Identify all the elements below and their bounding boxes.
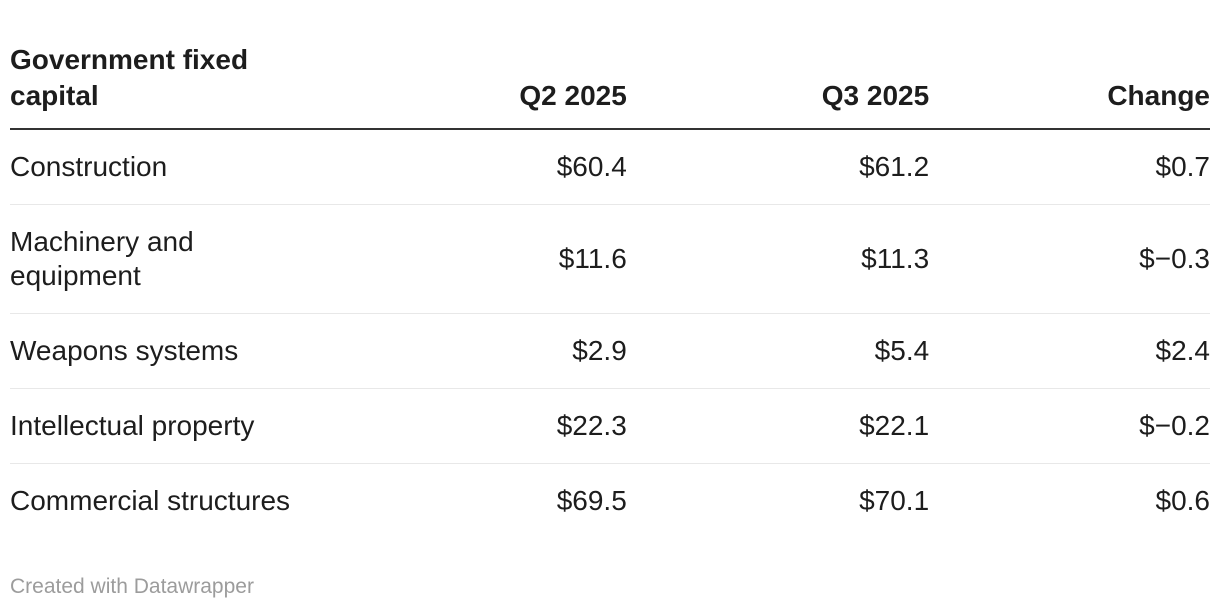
table-row: Intellectual property $22.3 $22.1 $−0.2: [10, 388, 1210, 464]
table-title-header: Government fixed capital: [10, 0, 346, 130]
cell-change-value: $0.6: [1155, 485, 1211, 516]
table-row: Construction $60.4 $61.2 $0.7: [10, 129, 1210, 205]
cell-q2-value: $60.4: [345, 129, 627, 205]
cell-q3-value: $5.4: [626, 313, 930, 389]
table-row: Weapons systems $2.9 $5.4 $2.4: [10, 313, 1210, 389]
row-label: Intellectual property: [10, 388, 346, 464]
attribution-footer: Created with Datawrapper: [10, 574, 1210, 600]
cell-q2-value: $2.9: [345, 313, 627, 389]
cell-change-value: $−0.2: [929, 388, 1210, 464]
cell-change-value: $2.4: [929, 313, 1210, 389]
cell-q2-value: $11.6: [345, 204, 627, 314]
government-fixed-capital-table: Government fixed capital Q2 2025 Q3 2025…: [10, 0, 1210, 538]
cell-q3-value: $11.3: [626, 204, 930, 314]
cell-change-value: $−0.3: [929, 204, 1210, 314]
cell-q2-value: $22.3: [345, 388, 627, 464]
row-label: Construction: [10, 129, 346, 205]
datawrapper-credit-link[interactable]: Created with Datawrapper: [10, 575, 254, 598]
col-header-q3-2025: Q3 2025: [626, 0, 930, 130]
table-row: Machinery and equipment $11.6 $11.3 $−0.…: [10, 204, 1210, 314]
table-header-row: Government fixed capital Q2 2025 Q3 2025…: [10, 0, 1210, 130]
col-header-change: Change: [929, 0, 1210, 130]
row-label: Weapons systems: [10, 313, 346, 389]
cell-q2-value: $69.5: [556, 485, 627, 516]
cell-q3-value: $22.1: [626, 388, 930, 464]
row-label: Commercial structures: [10, 485, 291, 516]
col-header-q2-2025: Q2 2025: [345, 0, 627, 130]
cell-q3-value: $61.2: [626, 129, 930, 205]
cell-q3-value: $70.1: [859, 485, 930, 516]
cell-change-value: $0.7: [929, 129, 1210, 205]
row-label: Machinery and equipment: [10, 204, 346, 314]
table-row: Commercial structures $69.5 $70.1 $0.6: [10, 464, 1210, 539]
